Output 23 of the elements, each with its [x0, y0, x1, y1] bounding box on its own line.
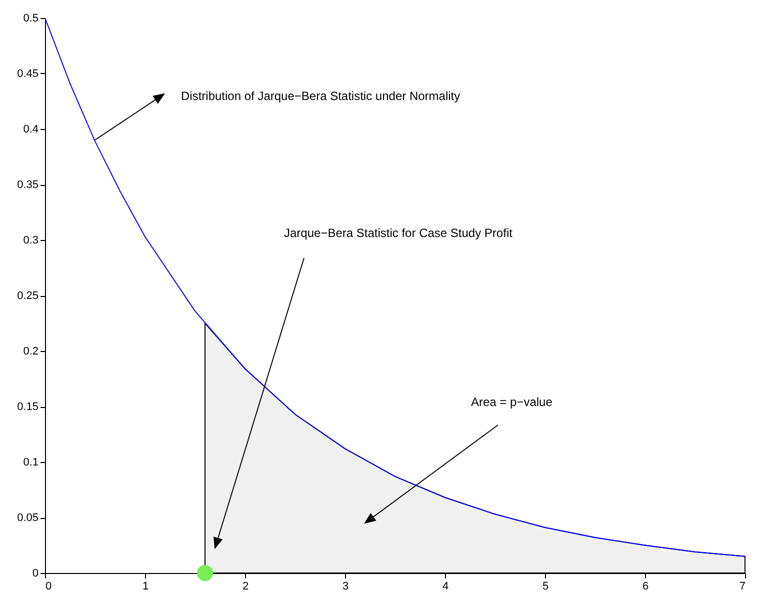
x-tick-label: 7 [739, 580, 746, 592]
x-tick-label: 2 [242, 580, 249, 592]
x-tick-label: 4 [442, 580, 449, 592]
y-tick-label: 0.45 [17, 68, 38, 80]
y-tick-label: 0.35 [17, 179, 38, 191]
y-tick-label: 0.15 [17, 401, 38, 413]
annotation: Distribution of Jarque−Bera Statistic under Normality [181, 89, 460, 103]
y-tick-label: 0.2 [23, 346, 38, 358]
x-tick-label: 3 [342, 580, 349, 592]
y-tick-label: 0.1 [23, 456, 38, 468]
annotation: Area = p−value [471, 395, 553, 409]
y-tick-label: 0.5 [23, 12, 38, 24]
y-tick-label: 0.25 [17, 290, 38, 302]
y-tick-label: 0 [32, 568, 38, 580]
x-tick-label: 0 [46, 580, 52, 592]
x-tick-label: 5 [542, 580, 549, 592]
annotation: Jarque−Bera Statistic for Case Study Profit [284, 226, 514, 240]
y-tick-label: 0.3 [23, 234, 38, 246]
x-tick-label: 6 [642, 580, 649, 592]
y-tick-label: 0.05 [17, 512, 38, 524]
y-tick-label: 0.4 [23, 124, 38, 136]
line-series [44, 18, 746, 557]
x-tick-label: 1 [142, 580, 149, 592]
